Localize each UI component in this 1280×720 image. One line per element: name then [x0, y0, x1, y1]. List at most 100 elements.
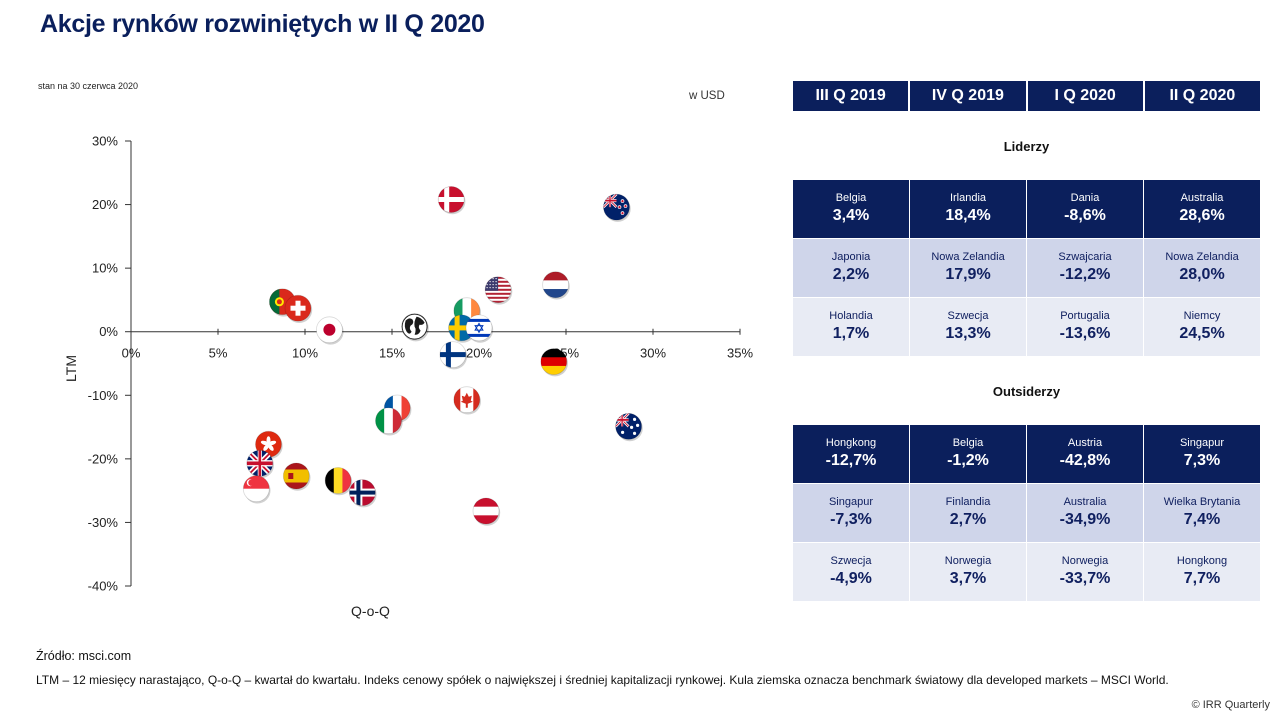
flag-marker-jp [315, 316, 344, 345]
y-axis-label: LTM [63, 355, 79, 382]
table-cell: Niemcy 24,5% [1144, 298, 1260, 356]
country-name: Hongkong [825, 437, 877, 449]
flag-marker-gb [246, 449, 274, 479]
source-note: Źródło: msci.com [36, 649, 132, 663]
country-name: Norwegia [944, 555, 992, 567]
country-name: Norwegia [1061, 555, 1109, 567]
country-name: Hongkong [1176, 555, 1228, 567]
table-cell: Portugalia -13,6% [1027, 298, 1143, 356]
flag-marker-it [375, 407, 403, 436]
return-value: 28,0% [1179, 266, 1225, 283]
as-of-date: stan na 30 czerwca 2020 [38, 81, 139, 91]
return-value: -33,7% [1059, 570, 1111, 587]
flag-marker-dk [437, 186, 466, 215]
outsiders-title: Outsiderzy [992, 384, 1061, 399]
table-cell: Szwecja -4,9% [793, 543, 909, 601]
flag-marker-nl [542, 271, 570, 300]
return-value: 3,7% [949, 570, 987, 587]
table-cell: Hongkong 7,7% [1144, 543, 1260, 601]
country-name: Finlandia [945, 496, 991, 508]
flag-marker-at [472, 497, 501, 526]
flag-marker-sg [242, 475, 271, 504]
return-value: -12,2% [1059, 266, 1111, 283]
flag-marker-be [324, 467, 353, 496]
y-tick-label: -40% [88, 579, 119, 594]
country-name: Singapur [1179, 437, 1225, 449]
country-name: Wielka Brytania [1163, 496, 1241, 508]
copyright: © IRR Quarterly [1191, 699, 1270, 711]
return-value: 17,9% [945, 266, 991, 283]
table-cell: Austria -42,8% [1027, 425, 1143, 483]
y-tick-label: 30% [92, 134, 118, 149]
x-tick-label: 15% [379, 346, 405, 361]
x-tick-label: 30% [640, 346, 666, 361]
x-axis-label: Q-o-Q [351, 603, 390, 619]
table-cell: Nowa Zelandia 17,9% [910, 239, 1026, 297]
table-cell: Holandia 1,7% [793, 298, 909, 356]
country-name: Singapur [828, 496, 874, 508]
quarter-header: III Q 2019 [793, 81, 909, 111]
return-value: 2,7% [949, 511, 987, 528]
flag-marker-il [465, 314, 494, 343]
table-cell: Australia -34,9% [1027, 484, 1143, 542]
x-tick-label: 5% [209, 346, 228, 361]
return-value: 3,4% [832, 207, 870, 224]
scatter-chart: 30% 20% 10% 0% -10% -20% -30% -40% 0% 5% 10% 15% 20%… [63, 134, 753, 620]
return-value: 2,2% [832, 266, 870, 283]
country-name: Australia [1180, 192, 1224, 204]
return-value: -7,3% [830, 511, 872, 528]
table-cell: Norwegia 3,7% [910, 543, 1026, 601]
country-name: Belgia [835, 192, 867, 204]
y-tick-label: 0% [99, 324, 118, 339]
flag-marker-de [540, 348, 568, 377]
country-name: Austria [1067, 437, 1103, 449]
return-value: -8,6% [1064, 207, 1106, 224]
country-name: Szwecja [830, 555, 872, 567]
return-value: 24,5% [1179, 325, 1225, 342]
return-value: 28,6% [1179, 207, 1225, 224]
country-name: Australia [1063, 496, 1107, 508]
country-name: Szwecja [947, 310, 989, 322]
x-tick-label: 10% [292, 346, 318, 361]
return-value: 1,7% [832, 325, 870, 342]
country-name: Japonia [831, 251, 871, 263]
flag-marker-world [401, 313, 429, 342]
country-name: Belgia [952, 437, 984, 449]
return-value: -13,6% [1059, 325, 1111, 342]
table-cell: Belgia -1,2% [910, 425, 1026, 483]
table-cell: Szwecja 13,3% [910, 298, 1026, 356]
quarter-header: I Q 2020 [1027, 81, 1143, 111]
table-cell: Singapur 7,3% [1144, 425, 1260, 483]
return-value: -1,2% [947, 452, 989, 469]
flag-marker-ch [284, 294, 313, 323]
quarter-header: IV Q 2019 [910, 81, 1026, 111]
y-tick-label: -10% [88, 388, 119, 403]
table-cell: Hongkong -12,7% [793, 425, 909, 483]
table-cell: Wielka Brytania 7,4% [1144, 484, 1260, 542]
flag-marker-ca [453, 386, 481, 415]
table-cell: Irlandia 18,4% [910, 180, 1026, 238]
leaders-table: Belgia 3,4% Irlandia 18,4% Dania -8,6% Austral… [793, 180, 1260, 356]
table-cell: Dania -8,6% [1027, 180, 1143, 238]
table-cell: Szwajcaria -12,2% [1027, 239, 1143, 297]
table-cell: Nowa Zelandia 28,0% [1144, 239, 1260, 297]
y-tick-label: 10% [92, 261, 118, 276]
flag-marker-nz [603, 193, 631, 222]
return-value: 7,7% [1183, 570, 1221, 587]
country-name: Irlandia [949, 192, 987, 204]
flag-marker-es [282, 462, 311, 491]
table-cell: Singapur -7,3% [793, 484, 909, 542]
return-value: -34,9% [1059, 511, 1111, 528]
table-cell: Norwegia -33,7% [1027, 543, 1143, 601]
country-name: Holandia [829, 310, 873, 322]
currency-unit: w USD [689, 90, 725, 102]
return-value: 13,3% [945, 325, 991, 342]
footnote: LTM – 12 miesięcy narastająco, Q-o-Q – k… [36, 673, 1169, 687]
table-cell: Japonia 2,2% [793, 239, 909, 297]
flag-marker-us [484, 276, 513, 305]
flag-marker-no [348, 479, 377, 508]
y-tick-label: -20% [88, 451, 119, 466]
return-value: 18,4% [945, 207, 991, 224]
y-tick-label: 20% [92, 197, 118, 212]
country-name: Niemcy [1183, 310, 1221, 322]
